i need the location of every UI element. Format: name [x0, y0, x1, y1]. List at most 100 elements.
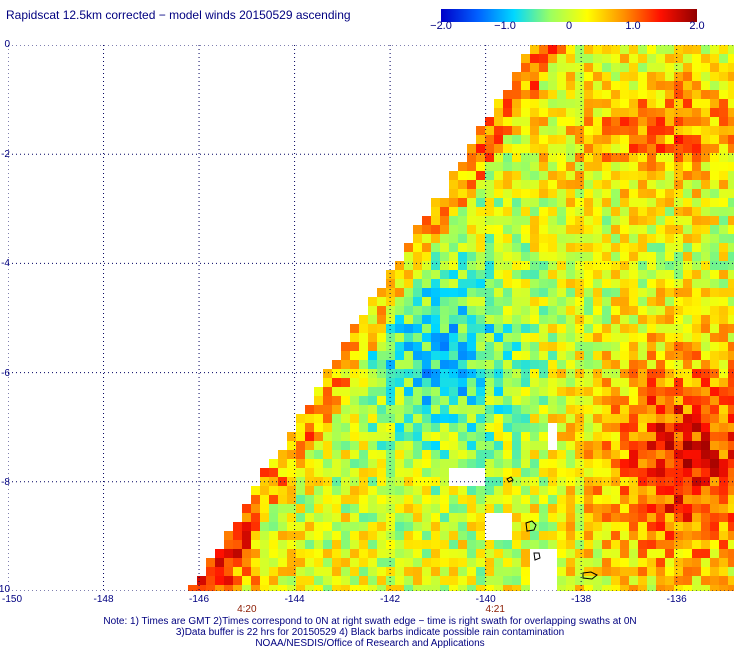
swath-cell: [548, 54, 557, 63]
swath-cell: [368, 405, 377, 414]
swath-cell: [602, 81, 611, 90]
swath-cell: [575, 459, 584, 468]
swath-cell: [629, 450, 638, 459]
swath-cell: [710, 531, 719, 540]
swath-cell: [674, 504, 683, 513]
swath-cell: [647, 117, 656, 126]
swath-cell: [377, 558, 386, 567]
swath-cell: [449, 441, 458, 450]
swath-cell: [593, 315, 602, 324]
swath-cell: [521, 414, 530, 423]
swath-cell: [656, 459, 665, 468]
swath-cell: [440, 297, 449, 306]
swath-cell: [683, 144, 692, 153]
swath-cell: [530, 378, 539, 387]
swath-cell: [476, 144, 485, 153]
swath-cell: [260, 522, 269, 531]
swath-cell: [719, 180, 728, 189]
swath-cell: [512, 441, 521, 450]
swath-cell: [602, 378, 611, 387]
swath-cell: [503, 153, 512, 162]
swath-cell: [467, 504, 476, 513]
swath-cell: [620, 90, 629, 99]
swath-cell: [638, 414, 647, 423]
swath-cell: [656, 540, 665, 549]
swath-cell: [521, 135, 530, 144]
swath-cell: [638, 441, 647, 450]
swath-cell: [377, 450, 386, 459]
swath-cell: [710, 117, 719, 126]
swath-cell: [377, 477, 386, 486]
swath-cell: [449, 216, 458, 225]
swath-cell: [728, 297, 734, 306]
swath-cell: [575, 549, 584, 558]
swath-cell: [575, 585, 584, 591]
swath-cell: [449, 549, 458, 558]
swath-cell: [701, 486, 710, 495]
swath-cell: [548, 405, 557, 414]
swath-cell: [512, 144, 521, 153]
swath-cell: [512, 585, 521, 591]
swath-cell: [440, 207, 449, 216]
swath-cell: [656, 351, 665, 360]
swath-cell: [683, 306, 692, 315]
swath-cell: [674, 126, 683, 135]
swath-cell: [602, 288, 611, 297]
swath-cell: [620, 198, 629, 207]
swath-cell: [701, 513, 710, 522]
swath-cell: [728, 324, 734, 333]
swath-cell: [530, 396, 539, 405]
swath-cell: [674, 144, 683, 153]
swath-cell: [683, 450, 692, 459]
swath-cell: [575, 567, 584, 576]
swath-cell: [611, 369, 620, 378]
swath-cell: [611, 531, 620, 540]
swath-cell: [647, 45, 656, 54]
swath-cell: [719, 531, 728, 540]
swath-cell: [602, 180, 611, 189]
swath-cell: [593, 279, 602, 288]
swath-cell: [548, 342, 557, 351]
swath-cell: [467, 225, 476, 234]
swath-cell: [548, 387, 557, 396]
swath-cell: [665, 405, 674, 414]
swath-cell: [314, 486, 323, 495]
swath-cell: [611, 576, 620, 585]
swath-cell: [278, 495, 287, 504]
swath-cell: [611, 486, 620, 495]
swath-cell: [683, 54, 692, 63]
swath-cell: [332, 378, 341, 387]
swath-cell: [683, 315, 692, 324]
swath-cell: [638, 459, 647, 468]
swath-cell: [557, 549, 566, 558]
swath-cell: [710, 495, 719, 504]
swath-cell: [665, 135, 674, 144]
swath-cell: [611, 414, 620, 423]
swath-cell: [503, 90, 512, 99]
swath-cell: [593, 297, 602, 306]
swath-cell: [503, 351, 512, 360]
swath-cell: [602, 270, 611, 279]
swath-cell: [422, 504, 431, 513]
swath-cell: [611, 468, 620, 477]
swath-cell: [620, 387, 629, 396]
swath-cell: [539, 531, 548, 540]
swath-cell: [629, 234, 638, 243]
swath-cell: [476, 486, 485, 495]
swath-cell: [692, 189, 701, 198]
swath-cell: [485, 387, 494, 396]
swath-cell: [368, 342, 377, 351]
swath-cell: [413, 342, 422, 351]
swath-cell: [485, 495, 494, 504]
swath-cell: [683, 270, 692, 279]
swath-cell: [710, 423, 719, 432]
swath-cell: [467, 243, 476, 252]
swath-cell: [485, 324, 494, 333]
swath-cell: [638, 423, 647, 432]
swath-cell: [494, 108, 503, 117]
swath-cell: [467, 315, 476, 324]
swath-cell: [494, 549, 503, 558]
swath-cell: [422, 378, 431, 387]
swath-cell: [638, 342, 647, 351]
swath-cell: [593, 414, 602, 423]
